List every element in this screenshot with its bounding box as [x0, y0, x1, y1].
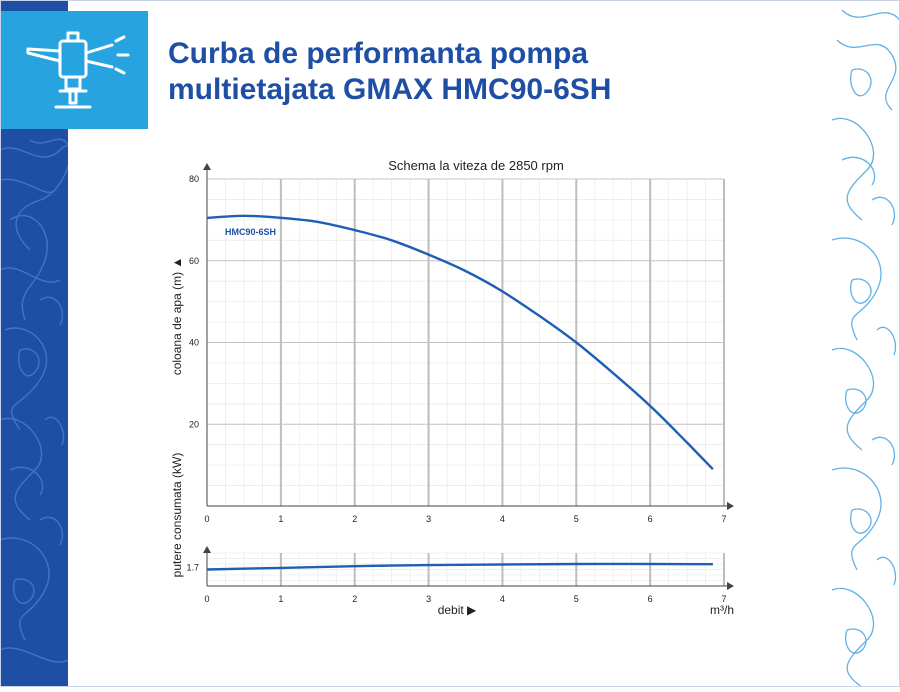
page-title: Curba de performanta pompa multietajata …	[168, 36, 768, 108]
x-axis-unit: m³/h	[710, 603, 734, 617]
bottom-chart-grid	[206, 552, 725, 587]
bottom-x-tick-label: 5	[574, 594, 579, 604]
bottom-x-tick-label: 7	[721, 594, 726, 604]
right-decorative-strip	[831, 0, 900, 688]
bottom-x-tick-label: 6	[648, 594, 653, 604]
top-chart-ticks: 0 1 2 3 4 5 6 7 20 40 60 80	[189, 174, 727, 524]
head-curve-line	[206, 214, 714, 471]
bottom-x-tick-label: 3	[426, 594, 431, 604]
top-x-tick-label: 4	[500, 514, 505, 524]
top-chart-title: Schema la viteza de 2850 rpm	[388, 158, 564, 173]
top-y-tick-label: 60	[189, 256, 199, 266]
logo-box	[0, 11, 148, 129]
page-title-line2: multietajata GMAX HMC90-6SH	[168, 73, 612, 106]
top-x-tick-label: 1	[278, 514, 283, 524]
top-x-axis-arrow	[727, 502, 734, 510]
x-axis-label: debit ▶	[438, 603, 477, 617]
bottom-x-tick-label: 2	[352, 594, 357, 604]
bottom-y-axis-label: putere consumata (kW)	[170, 453, 184, 578]
bottom-x-tick-label: 4	[500, 594, 505, 604]
top-y-tick-label: 20	[189, 419, 199, 429]
top-y-axis-label: coloana de apa (m) ▲	[170, 257, 184, 376]
top-x-tick-label: 7	[721, 514, 726, 524]
top-x-tick-label: 5	[574, 514, 579, 524]
page-title-line1: Curba de performanta pompa	[168, 37, 589, 70]
bottom-y-axis-arrow	[203, 546, 211, 553]
top-x-tick-label: 0	[204, 514, 209, 524]
top-x-tick-label: 6	[648, 514, 653, 524]
topographic-pattern-right	[831, 9, 900, 688]
topographic-pattern-left	[0, 138, 72, 663]
top-y-tick-label: 80	[189, 174, 199, 184]
top-y-tick-label: 40	[189, 338, 199, 348]
bottom-x-tick-label: 1	[278, 594, 283, 604]
bottom-chart-ticks: 0 1 2 3 4 5 6 7 1.7	[186, 562, 726, 604]
bottom-x-tick-label: 0	[204, 594, 209, 604]
sprinkler-icon	[26, 31, 130, 109]
power-curve-line	[206, 562, 713, 571]
top-x-tick-label: 2	[352, 514, 357, 524]
top-y-axis-arrow	[203, 163, 211, 170]
bottom-y-tick-label: 1.7	[186, 562, 199, 572]
bottom-x-axis-arrow	[727, 582, 734, 590]
head-series-label: HMC90-6SH	[225, 227, 276, 237]
top-x-tick-label: 3	[426, 514, 431, 524]
top-chart-grid	[206, 178, 725, 507]
